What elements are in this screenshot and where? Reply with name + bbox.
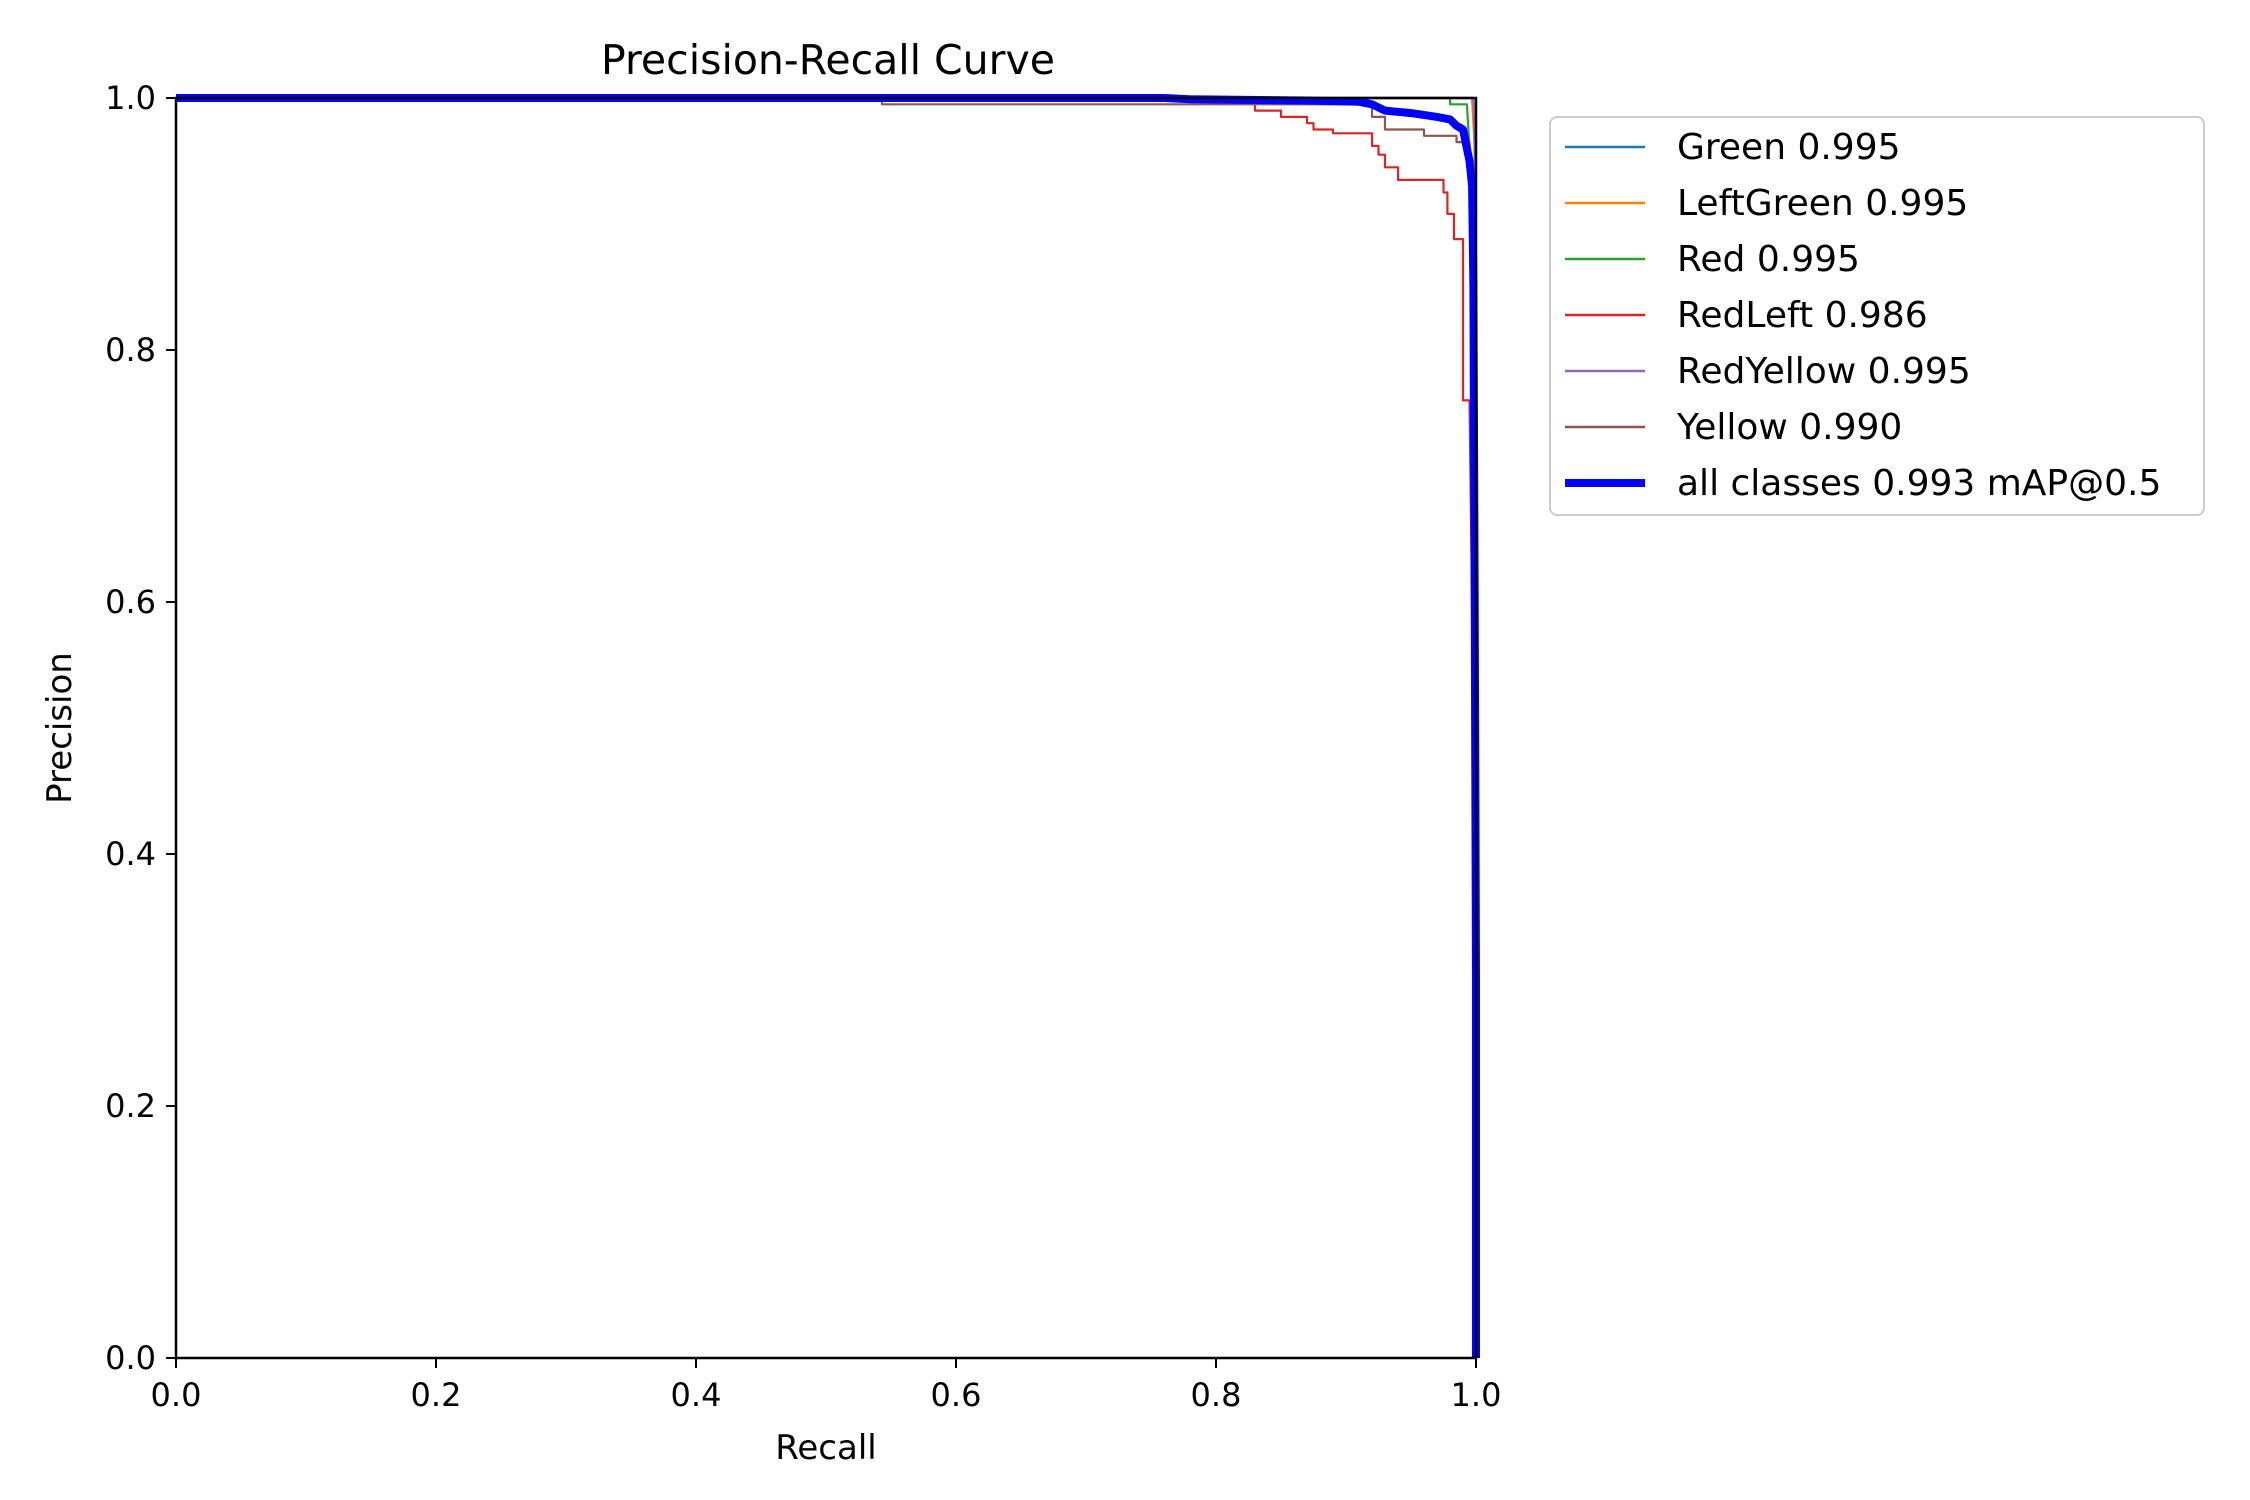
legend: Green 0.995 LeftGreen 0.995 Red 0.995 RedLe… [1549, 116, 2205, 516]
x-tick-label: 0.6 [931, 1376, 982, 1414]
series-line-1 [176, 96, 1478, 1358]
legend-label-2: Red 0.995 [1677, 239, 1860, 280]
legend-label-5: Yellow 0.990 [1676, 407, 1902, 448]
legend-label-6: all classes 0.993 mAP@0.5 [1677, 463, 2161, 504]
y-tick-label: 0.4 [105, 835, 156, 873]
x-axis-ticks: 0.0 0.2 0.4 0.6 0.8 1.0 [151, 1358, 1502, 1414]
legend-entries: Green 0.995 LeftGreen 0.995 Red 0.995 RedLe… [1565, 127, 2161, 504]
y-tick-label: 0.0 [105, 1339, 156, 1377]
y-axis-ticks: 0.0 0.2 0.4 0.6 0.8 1.0 [105, 79, 176, 1377]
y-tick-label: 0.8 [105, 331, 156, 369]
series-line-6 [176, 94, 1480, 1358]
legend-label-3: RedLeft 0.986 [1677, 295, 1928, 336]
x-axis-label: Recall [775, 1428, 876, 1468]
series-line-3 [176, 96, 1478, 1358]
series-layer [176, 94, 1480, 1358]
series-line-4 [176, 96, 1478, 1358]
x-tick-label: 0.4 [671, 1376, 722, 1414]
legend-label-4: RedYellow 0.995 [1677, 351, 1971, 392]
series-line-2 [176, 96, 1478, 1358]
x-tick-label: 1.0 [1451, 1376, 1502, 1414]
y-tick-label: 1.0 [105, 79, 156, 117]
legend-label-0: Green 0.995 [1677, 127, 1901, 168]
y-tick-label: 0.6 [105, 583, 156, 621]
series-line-0 [176, 96, 1478, 1358]
y-tick-label: 0.2 [105, 1087, 156, 1125]
x-tick-label: 0.8 [1191, 1376, 1242, 1414]
plot-frame [174, 96, 1478, 1360]
series-line-5 [176, 96, 1478, 1358]
legend-box [1549, 116, 2205, 516]
legend-label-1: LeftGreen 0.995 [1677, 183, 1968, 224]
y-axis-label: Precision [40, 652, 80, 804]
x-tick-label: 0.0 [151, 1376, 202, 1414]
chart-title: Precision-Recall Curve [601, 36, 1055, 84]
x-tick-label: 0.2 [411, 1376, 462, 1414]
